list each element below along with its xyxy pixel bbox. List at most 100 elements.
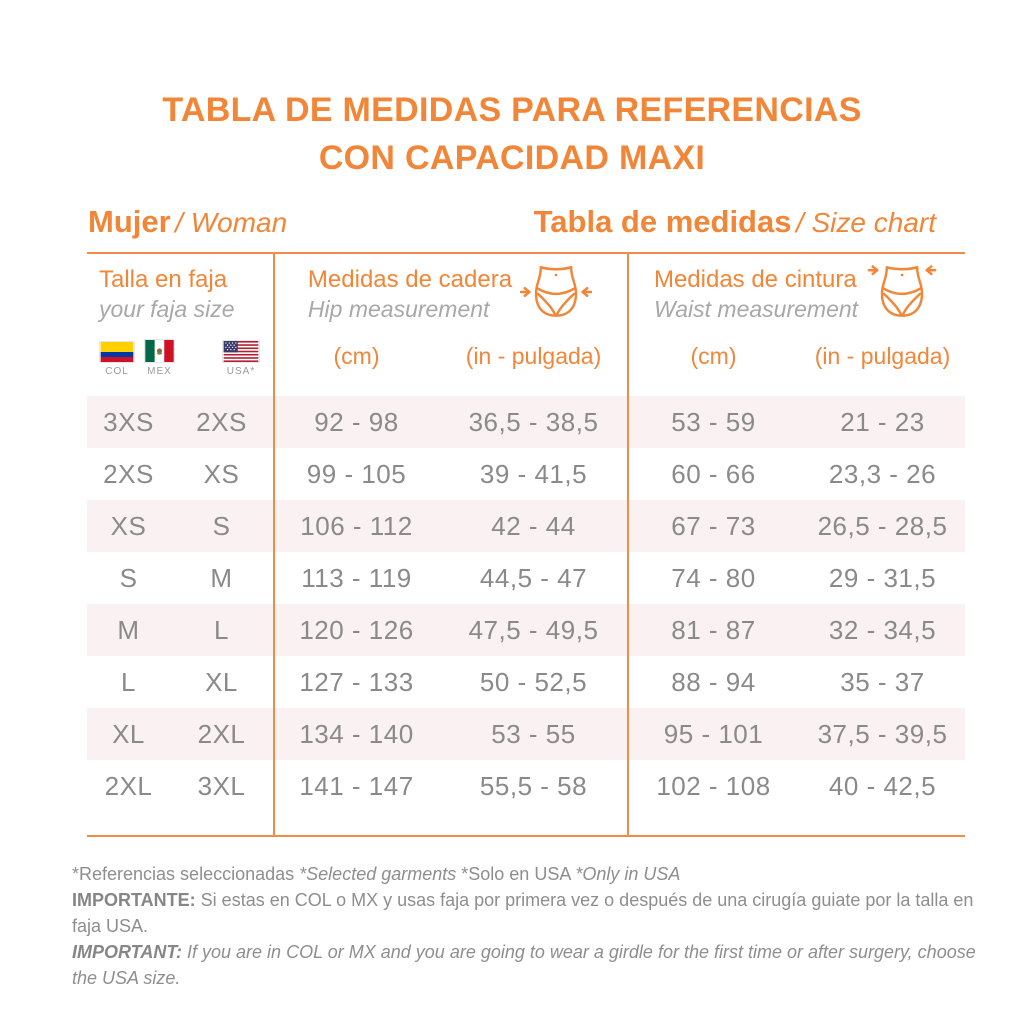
hip-column-subtitle: Hip measurement xyxy=(307,296,490,322)
hip-in-cell: 53 - 55 xyxy=(491,718,576,749)
table-row: 3XS 2XS 92 - 98 36,5 - 38,5 53 - 59 21 -… xyxy=(87,396,965,448)
table-bottom-spacer xyxy=(87,812,965,835)
size-col-mex-cell: 2XL xyxy=(104,770,153,801)
hip-column-header: Medidas de cadera Hip measurement xyxy=(273,254,627,396)
hip-in-cell: 47,5 - 49,5 xyxy=(468,614,599,645)
footnote-usa-en: *Only in USA xyxy=(575,864,681,884)
waist-cm-unit-label: (cm) xyxy=(690,343,737,369)
page-title: TABLA DE MEDIDAS PARA REFERENCIAS CON CA… xyxy=(0,86,1024,182)
size-usa-cell: L xyxy=(214,614,229,645)
colombia-flag-label: COL xyxy=(105,366,129,377)
waist-cm-cell: 95 - 101 xyxy=(663,718,764,749)
waist-in-cell: 37,5 - 39,5 xyxy=(817,718,948,749)
size-usa-cell: XL xyxy=(205,666,238,697)
usa-flag-icon xyxy=(222,340,260,363)
hip-cm-cell: 141 - 147 xyxy=(299,770,414,801)
women-heading-es: Mujer xyxy=(88,204,171,239)
women-heading-en: / Woman xyxy=(175,207,288,238)
hip-measurement-icon xyxy=(520,266,593,317)
size-usa-cell: 2XS xyxy=(196,406,247,437)
hip-cm-cell: 92 - 98 xyxy=(314,406,399,437)
size-table: Talla en faja your faja size COL xyxy=(87,252,965,837)
hip-in-cell: 50 - 52,5 xyxy=(479,666,588,697)
hip-cm-cell: 113 - 119 xyxy=(301,562,412,593)
hip-column-title: Medidas de cadera xyxy=(307,266,513,293)
size-usa-cell: S xyxy=(212,510,231,541)
waist-cm-cell: 74 - 80 xyxy=(671,562,756,593)
footnotes: *Referencias seleccionadas *Selected gar… xyxy=(72,861,994,991)
waist-cm-cell: 53 - 59 xyxy=(671,406,756,437)
size-chart-heading-es: Tabla de medidas xyxy=(533,204,792,239)
country-flags: COL MEX xyxy=(99,339,273,377)
important-label-es: IMPORTANTE: xyxy=(72,890,196,910)
hip-cm-cell: 120 - 126 xyxy=(299,614,414,645)
waist-cm-cell: 81 - 87 xyxy=(671,614,756,645)
size-column-title: Talla en faja xyxy=(99,266,228,293)
size-usa-cell: 3XL xyxy=(197,770,246,801)
waist-measurement-icon xyxy=(867,265,937,317)
women-heading: Mujer / Woman xyxy=(88,204,287,240)
usa-flag-label: USA* xyxy=(226,366,256,377)
waist-cm-cell: 88 - 94 xyxy=(671,666,756,697)
waist-in-cell: 29 - 31,5 xyxy=(828,562,937,593)
hip-in-cell: 36,5 - 38,5 xyxy=(468,406,599,437)
table-row: M L 120 - 126 47,5 - 49,5 81 - 87 32 - 3… xyxy=(87,604,965,656)
waist-in-cell: 32 - 34,5 xyxy=(828,614,937,645)
hip-cm-cell: 134 - 140 xyxy=(299,718,414,749)
hip-in-cell: 42 - 44 xyxy=(491,510,576,541)
size-col-mex-cell: XL xyxy=(112,718,145,749)
hip-cm-cell: 106 - 112 xyxy=(300,510,413,541)
hip-cm-cell: 127 - 133 xyxy=(299,666,414,697)
waist-in-cell: 26,5 - 28,5 xyxy=(817,510,948,541)
footnote-usa-es: *Solo en USA xyxy=(461,864,571,884)
table-row: 2XS XS 99 - 105 39 - 41,5 60 - 66 23,3 -… xyxy=(87,448,965,500)
footnote-refs-en: *Selected garments xyxy=(299,864,457,884)
size-chart-heading: Tabla de medidas / Size chart xyxy=(534,204,936,240)
waist-cm-cell: 60 - 66 xyxy=(671,458,756,489)
colombia-flag: COL xyxy=(99,341,135,377)
section-headings: Mujer / Woman Tabla de medidas / Size ch… xyxy=(88,204,936,240)
table-row: XL 2XL 134 - 140 53 - 55 95 - 101 37,5 -… xyxy=(87,708,965,760)
size-col-mex-cell: 3XS xyxy=(103,406,154,437)
important-text-es: Si estas en COL o MX y usas faja por pri… xyxy=(72,890,974,936)
hip-inches-unit-label: (in - pulgada) xyxy=(465,343,602,369)
table-row: L XL 127 - 133 50 - 52,5 88 - 94 35 - 37 xyxy=(87,656,965,708)
table-row: XS S 106 - 112 42 - 44 67 - 73 26,5 - 28… xyxy=(87,500,965,552)
hip-in-cell: 44,5 - 47 xyxy=(479,562,588,593)
waist-cm-cell: 102 - 108 xyxy=(656,770,771,801)
table-row: S M 113 - 119 44,5 - 47 74 - 80 29 - 31,… xyxy=(87,552,965,604)
size-col-mex-cell: L xyxy=(121,666,136,697)
page-title-line2: CON CAPACIDAD MAXI xyxy=(318,139,706,177)
waist-in-cell: 23,3 - 26 xyxy=(828,458,937,489)
table-row: 2XL 3XL 141 - 147 55,5 - 58 102 - 108 40… xyxy=(87,760,965,812)
footnote-important-en: IMPORTANT: If you are in COL or MX and y… xyxy=(72,939,994,991)
size-usa-cell: XS xyxy=(203,458,240,489)
hip-in-cell: 55,5 - 58 xyxy=(479,770,588,801)
mexico-flag-icon xyxy=(144,339,175,363)
important-text-en: If you are in COL or MX and you are goin… xyxy=(72,942,976,988)
mexico-flag: MEX xyxy=(144,339,175,377)
important-label-en: IMPORTANT: xyxy=(72,942,182,962)
waist-column-header: Medidas de cintura Waist measurement xyxy=(627,254,965,396)
mexico-flag-label: MEX xyxy=(147,366,172,377)
footnote-references: *Referencias seleccionadas *Selected gar… xyxy=(72,861,994,887)
waist-column-title: Medidas de cintura xyxy=(653,266,857,293)
page-title-line1: TABLA DE MEDIDAS PARA REFERENCIAS xyxy=(162,91,862,129)
hip-in-cell: 39 - 41,5 xyxy=(479,458,588,489)
size-col-mex-cell: 2XS xyxy=(103,458,154,489)
table-header: Talla en faja your faja size COL xyxy=(87,254,965,396)
size-usa-cell: 2XL xyxy=(197,718,246,749)
footnote-refs-es: *Referencias seleccionadas xyxy=(72,864,295,884)
waist-column-subtitle: Waist measurement xyxy=(653,296,859,322)
size-column-header: Talla en faja your faja size COL xyxy=(87,254,273,396)
column-divider-2 xyxy=(627,254,629,835)
footnote-important-es: IMPORTANTE: Si estas en COL o MX y usas … xyxy=(72,887,994,939)
hip-cm-unit-label: (cm) xyxy=(333,343,380,369)
size-usa-cell: M xyxy=(210,562,233,593)
waist-inches-unit-label: (in - pulgada) xyxy=(814,343,951,369)
table-body: 3XS 2XS 92 - 98 36,5 - 38,5 53 - 59 21 -… xyxy=(87,396,965,812)
colombia-flag-icon xyxy=(99,341,135,363)
waist-in-cell: 35 - 37 xyxy=(840,666,925,697)
waist-in-cell: 21 - 23 xyxy=(840,406,925,437)
